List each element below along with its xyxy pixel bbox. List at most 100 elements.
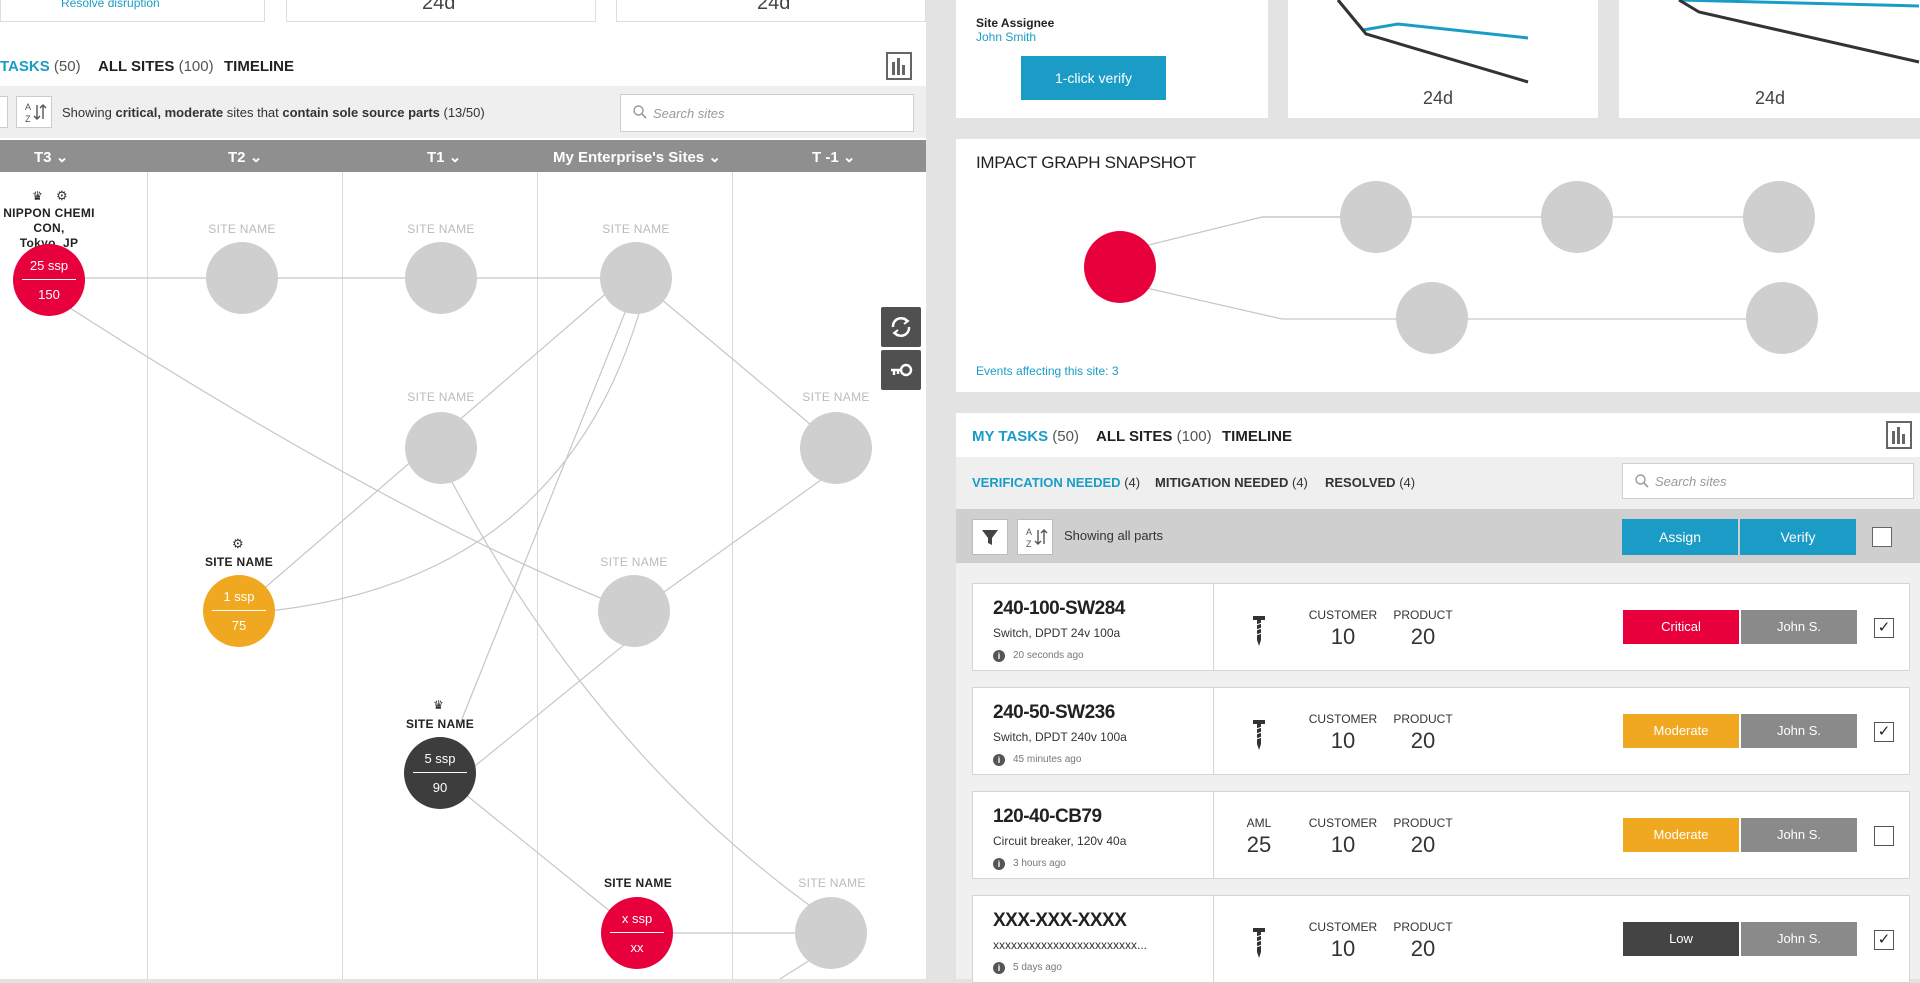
impact-node <box>1340 181 1412 253</box>
assignee-name[interactable]: John Smith <box>976 30 1037 44</box>
subtab-mitigation-needed[interactable]: MITIGATION NEEDED (4) <box>1155 475 1308 490</box>
row-divider <box>1213 792 1214 878</box>
days-value: 24d <box>1423 88 1454 108</box>
severity-badge[interactable]: Critical <box>1623 610 1739 644</box>
row-checkbox[interactable]: ✓ <box>1874 930 1894 950</box>
node-divider <box>21 279 77 280</box>
assignee-button[interactable]: John S. <box>1741 922 1857 956</box>
column-t2[interactable]: T2 ⌄ <box>228 149 263 166</box>
site-node[interactable] <box>800 412 872 484</box>
resolve-disruption-link[interactable]: Resolve disruption <box>61 0 160 10</box>
svg-text:Z: Z <box>1026 539 1032 549</box>
row-checkbox[interactable]: ✓ <box>1874 722 1894 742</box>
node-label-red: SITE NAME <box>603 876 673 890</box>
part-number[interactable]: 240-100-SW284 <box>993 598 1125 619</box>
tab-my-tasks[interactable]: MY TASKS (50) <box>972 428 1079 445</box>
part-description: Circuit breaker, 120v 40a <box>993 834 1127 848</box>
site-node-critical[interactable]: x ssp xx <box>601 897 673 969</box>
info-icon: i <box>993 754 1005 766</box>
subtab-verification-needed[interactable]: VERIFICATION NEEDED (4) <box>972 475 1141 490</box>
impact-node <box>1541 181 1613 253</box>
assignee-button[interactable]: John S. <box>1741 818 1857 852</box>
filter-button[interactable] <box>0 96 8 128</box>
node-ssp: x ssp <box>621 911 653 926</box>
tab-tasks-label[interactable]: TASKS (50) <box>0 58 81 75</box>
key-button[interactable] <box>881 350 921 390</box>
screw-icon <box>1253 928 1265 958</box>
events-link[interactable]: Events affecting this site: 3 <box>976 364 1119 378</box>
site-node-critical[interactable]: 25 ssp 150 <box>13 244 85 316</box>
column-my-enterprise[interactable]: My Enterprise's Sites ⌄ <box>553 149 721 166</box>
column-t1[interactable]: T1 ⌄ <box>427 149 462 166</box>
part-number[interactable]: 120-40-CB79 <box>993 806 1102 827</box>
filter-icon <box>982 530 998 545</box>
tab-all-sites[interactable]: ALL SITES (100) <box>98 58 214 75</box>
one-click-verify-button[interactable]: 1-click verify <box>1021 56 1166 100</box>
site-node[interactable] <box>405 242 477 314</box>
chart-report-icon[interactable] <box>1886 421 1912 449</box>
part-number[interactable]: 240-50-SW236 <box>993 702 1115 723</box>
column-t-minus-1[interactable]: T -1 ⌄ <box>812 149 856 166</box>
product-label: PRODUCT <box>1393 608 1453 622</box>
subtab-resolved[interactable]: RESOLVED (4) <box>1325 475 1416 490</box>
impact-node <box>1746 282 1818 354</box>
node-count: 90 <box>432 780 448 795</box>
assignee-button[interactable]: John S. <box>1741 714 1857 748</box>
product-value: 20 <box>1410 832 1436 857</box>
chart-report-icon[interactable] <box>886 52 912 80</box>
gear-icon: ⚙ <box>56 188 68 203</box>
search-icon <box>1635 474 1649 491</box>
node-label: SITE NAME <box>602 222 670 236</box>
row-checkbox[interactable] <box>1874 826 1894 846</box>
row-divider <box>1213 688 1214 774</box>
severity-badge[interactable]: Low <box>1623 922 1739 956</box>
column-t3[interactable]: T3 ⌄ <box>34 149 69 166</box>
sort-icon: AZ <box>25 102 47 124</box>
search-placeholder: Search sites <box>653 106 725 121</box>
tab-all-sites[interactable]: ALL SITES (100) <box>1096 428 1212 445</box>
product-label: PRODUCT <box>1393 816 1453 830</box>
assignee-button[interactable]: John S. <box>1741 610 1857 644</box>
chevron-down-icon: ⌄ <box>55 149 69 166</box>
chevron-down-icon: ⌄ <box>708 149 721 166</box>
assign-button[interactable]: Assign <box>1622 519 1738 555</box>
task-row[interactable]: 120-40-CB79 Circuit breaker, 120v 40a i … <box>972 791 1910 879</box>
svg-text:A: A <box>25 102 31 112</box>
severity-badge[interactable]: Moderate <box>1623 714 1739 748</box>
task-row[interactable]: 240-50-SW236 Switch, DPDT 240v 100a i 45… <box>972 687 1910 775</box>
site-node[interactable] <box>598 575 670 647</box>
site-node[interactable] <box>600 242 672 314</box>
select-all-checkbox[interactable] <box>1872 527 1892 547</box>
node-divider <box>609 932 665 933</box>
svg-text:A: A <box>1026 527 1032 537</box>
part-number[interactable]: XXX-XXX-XXXX <box>993 910 1127 931</box>
search-sites-input[interactable]: Search sites <box>1622 463 1914 499</box>
search-sites-input[interactable]: Search sites <box>620 94 914 132</box>
site-node[interactable] <box>405 412 477 484</box>
task-row[interactable]: XXX-XXX-XXXX xxxxxxxxxxxxxxxxxxxxxxxx...… <box>972 895 1910 983</box>
info-icon: i <box>993 650 1005 662</box>
task-row[interactable]: 240-100-SW284 Switch, DPDT 24v 100a i 20… <box>972 583 1910 671</box>
search-placeholder: Search sites <box>1655 474 1727 489</box>
tier-column-headers: T3 ⌄ T2 ⌄ T1 ⌄ My Enterprise's Sites ⌄ T… <box>0 140 926 172</box>
refresh-icon <box>891 317 911 337</box>
screw-icon <box>1253 720 1265 750</box>
gear-icon: ⚙ <box>232 536 244 551</box>
tab-timeline[interactable]: TIMELINE <box>1222 428 1292 445</box>
verify-button[interactable]: Verify <box>1740 519 1856 555</box>
trend-lines <box>1678 0 1920 64</box>
refresh-button[interactable] <box>881 307 921 347</box>
filter-button[interactable] <box>972 519 1008 555</box>
site-node[interactable] <box>795 897 867 969</box>
search-icon <box>633 105 647 122</box>
row-checkbox[interactable]: ✓ <box>1874 618 1894 638</box>
site-node-moderate[interactable]: 1 ssp 75 <box>203 575 275 647</box>
site-node-low[interactable]: 5 ssp 90 <box>404 737 476 809</box>
severity-badge[interactable]: Moderate <box>1623 818 1739 852</box>
product-value: 20 <box>1410 624 1436 649</box>
site-node[interactable] <box>206 242 278 314</box>
tab-timeline[interactable]: TIMELINE <box>224 58 294 75</box>
top-card-1: Resolve disruption <box>0 0 265 22</box>
